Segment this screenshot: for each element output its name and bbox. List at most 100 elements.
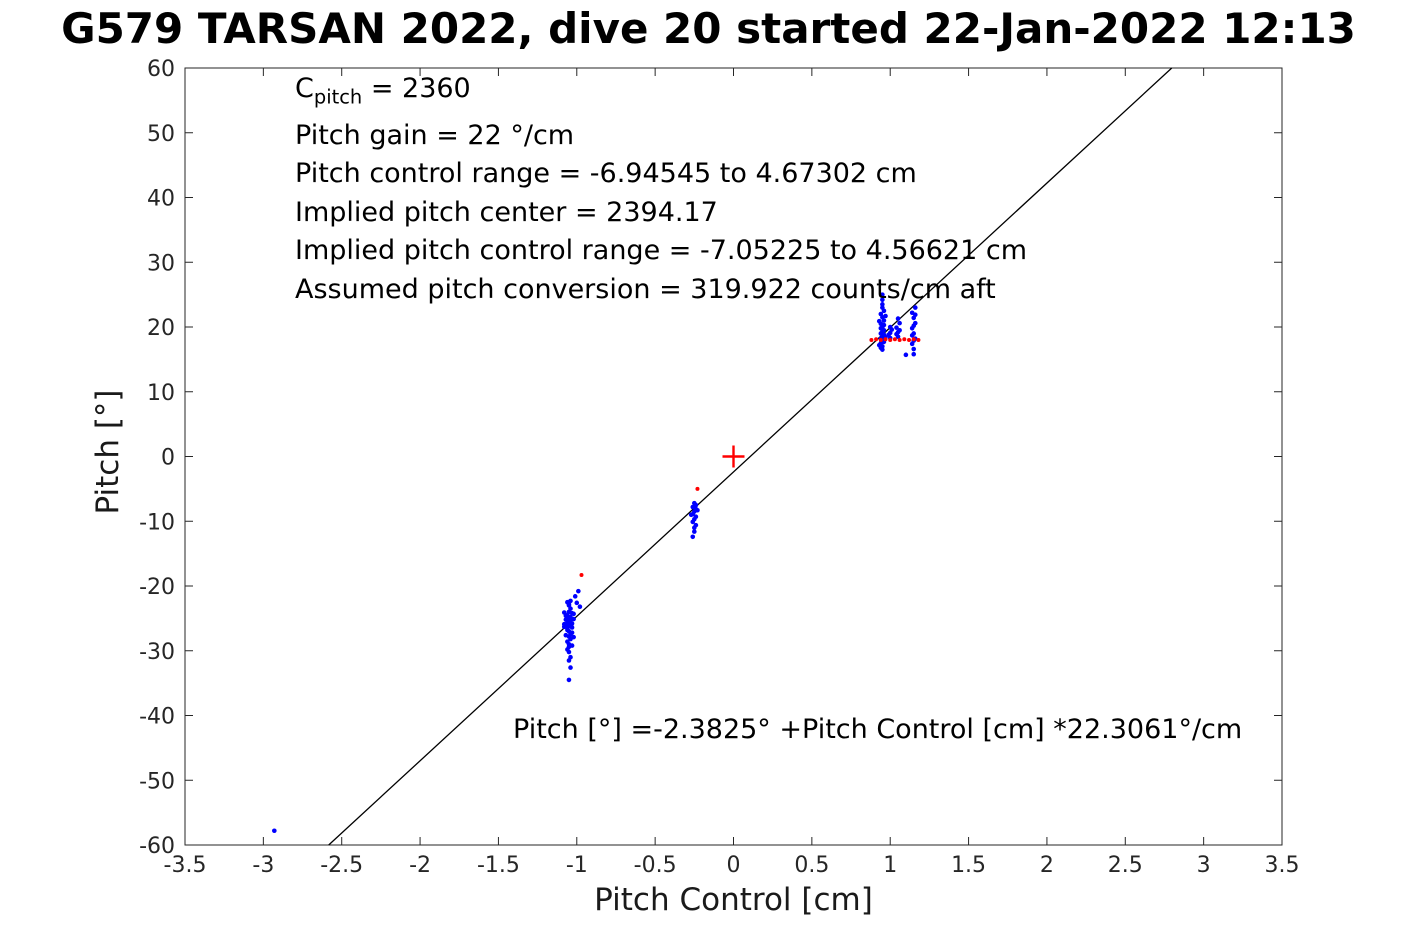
x-tick-label: -2 [409, 853, 431, 878]
x-tick-label: 0.5 [794, 853, 829, 878]
x-tick-label: -1.5 [477, 853, 520, 878]
observed-pitch-point [894, 325, 899, 330]
y-axis-label: Pitch [°] [90, 389, 126, 515]
fit-info-annotation: Cpitch = 2360 Pitch gain = 22 °/cm Pitch… [295, 70, 1027, 309]
observed-pitch-point [566, 677, 572, 683]
x-tick-label: -1 [566, 853, 588, 878]
observed-pitch-point [883, 313, 888, 319]
implied-pitch-center-annotation: Implied pitch center = 2394.17 [295, 196, 718, 228]
x-tick-label: 1 [883, 853, 897, 878]
observed-pitch-point [911, 346, 917, 352]
y-tick-label: -50 [139, 769, 175, 794]
flagged-pitch-point [892, 337, 897, 342]
observed-pitch-point [895, 316, 901, 321]
x-tick-label: 2.5 [1108, 853, 1143, 878]
x-axis-label: Pitch Control [cm] [594, 882, 873, 918]
fit-line [328, 67, 1173, 846]
observed-pitch-point [569, 630, 575, 635]
flagged-pitch-point [878, 337, 883, 342]
y-tick-label: 10 [147, 381, 175, 406]
observed-pitch-point [695, 507, 700, 513]
y-tick-label: 40 [147, 187, 175, 212]
implied-pitch-control-range-annotation: Implied pitch control range = -7.05225 t… [295, 235, 1028, 267]
flagged-pitch-point [911, 337, 916, 342]
x-tick-label: -3 [252, 853, 274, 878]
observed-pitch-point [878, 345, 884, 351]
flagged-pitch-point [888, 337, 893, 342]
y-tick-label: 50 [147, 122, 175, 147]
observed-pitch-point [693, 502, 699, 508]
observed-pitch-point [563, 632, 569, 638]
observed-pitch-point [878, 311, 884, 317]
cpitch-subscript: pitch [313, 85, 363, 109]
x-tick-label: -2.5 [320, 853, 363, 878]
observed-pitch-point [880, 305, 885, 310]
observed-pitch-point [880, 297, 885, 303]
flagged-pitch-point [916, 337, 921, 342]
observed-pitch-point [894, 331, 899, 337]
observed-pitch-point [876, 318, 882, 324]
observed-pitch-point [568, 598, 573, 604]
y-tick-label: -60 [139, 834, 175, 859]
observed-pitch-point [561, 624, 567, 630]
observed-pitch-point [572, 594, 578, 599]
observed-pitch-point [911, 323, 917, 329]
observed-pitch-point [692, 529, 697, 534]
observed-pitch-point [571, 634, 576, 640]
x-tick-label: 3 [1197, 853, 1211, 878]
fit-equation-annotation: Pitch [°] =-2.3825° +Pitch Control [cm] … [513, 714, 1243, 745]
observed-pitch-point [692, 525, 697, 531]
observed-pitch-point [912, 305, 918, 310]
observed-pitch-point [912, 312, 918, 317]
x-tick-label: 0 [727, 853, 741, 878]
flagged-pitch-point [907, 337, 912, 342]
y-tick-label: -20 [139, 575, 175, 600]
observed-pitch-point [897, 320, 902, 326]
observed-pitch-point [880, 292, 885, 297]
x-tick-label: 2 [1040, 853, 1054, 878]
observed-pitch-point [690, 534, 696, 540]
observed-pitch-point [569, 625, 575, 630]
observed-pitch-point [909, 333, 915, 338]
flagged-pitch-point [695, 486, 700, 491]
flagged-pitch-point [902, 337, 907, 342]
cpitch-value: = 2360 [362, 73, 471, 104]
flagged-pitch-point [579, 572, 584, 577]
x-tick-label: 3.5 [1265, 853, 1300, 878]
observed-pitch-point [569, 643, 575, 648]
x-tick-label: -0.5 [634, 853, 677, 878]
observed-pitch-point [880, 302, 885, 307]
y-tick-label: 30 [147, 251, 175, 276]
observed-pitch-point [886, 332, 891, 338]
observed-pitch-point [690, 519, 696, 525]
cpitch-annotation-line: Cpitch = 2360 [295, 70, 1027, 117]
y-tick-label: 0 [161, 446, 175, 471]
observed-pitch-point [566, 658, 572, 663]
observed-pitch-point [889, 327, 895, 332]
y-tick-label: -30 [139, 640, 175, 665]
cpitch-symbol: C [295, 73, 314, 104]
observed-pitch-point [911, 351, 917, 357]
y-tick-label: -10 [139, 510, 175, 535]
observed-pitch-point [565, 647, 570, 652]
observed-pitch-point [272, 828, 277, 834]
x-tick-label: 1.5 [951, 853, 986, 878]
y-tick-label: -40 [139, 705, 175, 730]
observed-pitch-point [565, 627, 570, 633]
y-tick-label: 60 [147, 57, 175, 82]
observed-pitch-point [574, 600, 580, 606]
flagged-pitch-point [897, 337, 902, 342]
observed-pitch-point [881, 322, 887, 328]
flagged-pitch-point [874, 337, 879, 342]
observed-pitch-point [897, 327, 902, 333]
observed-pitch-point [903, 352, 909, 358]
pitch-gain-annotation: Pitch gain = 22 °/cm [295, 119, 575, 151]
pitch-control-range-annotation: Pitch control range = -6.94545 to 4.6730… [295, 158, 917, 190]
assumed-pitch-conversion-annotation: Assumed pitch conversion = 319.922 count… [295, 273, 996, 305]
flagged-pitch-point [869, 337, 874, 342]
x-tick-label: -3.5 [164, 853, 207, 878]
observed-pitch-point [878, 325, 884, 331]
y-tick-label: 20 [147, 316, 175, 341]
